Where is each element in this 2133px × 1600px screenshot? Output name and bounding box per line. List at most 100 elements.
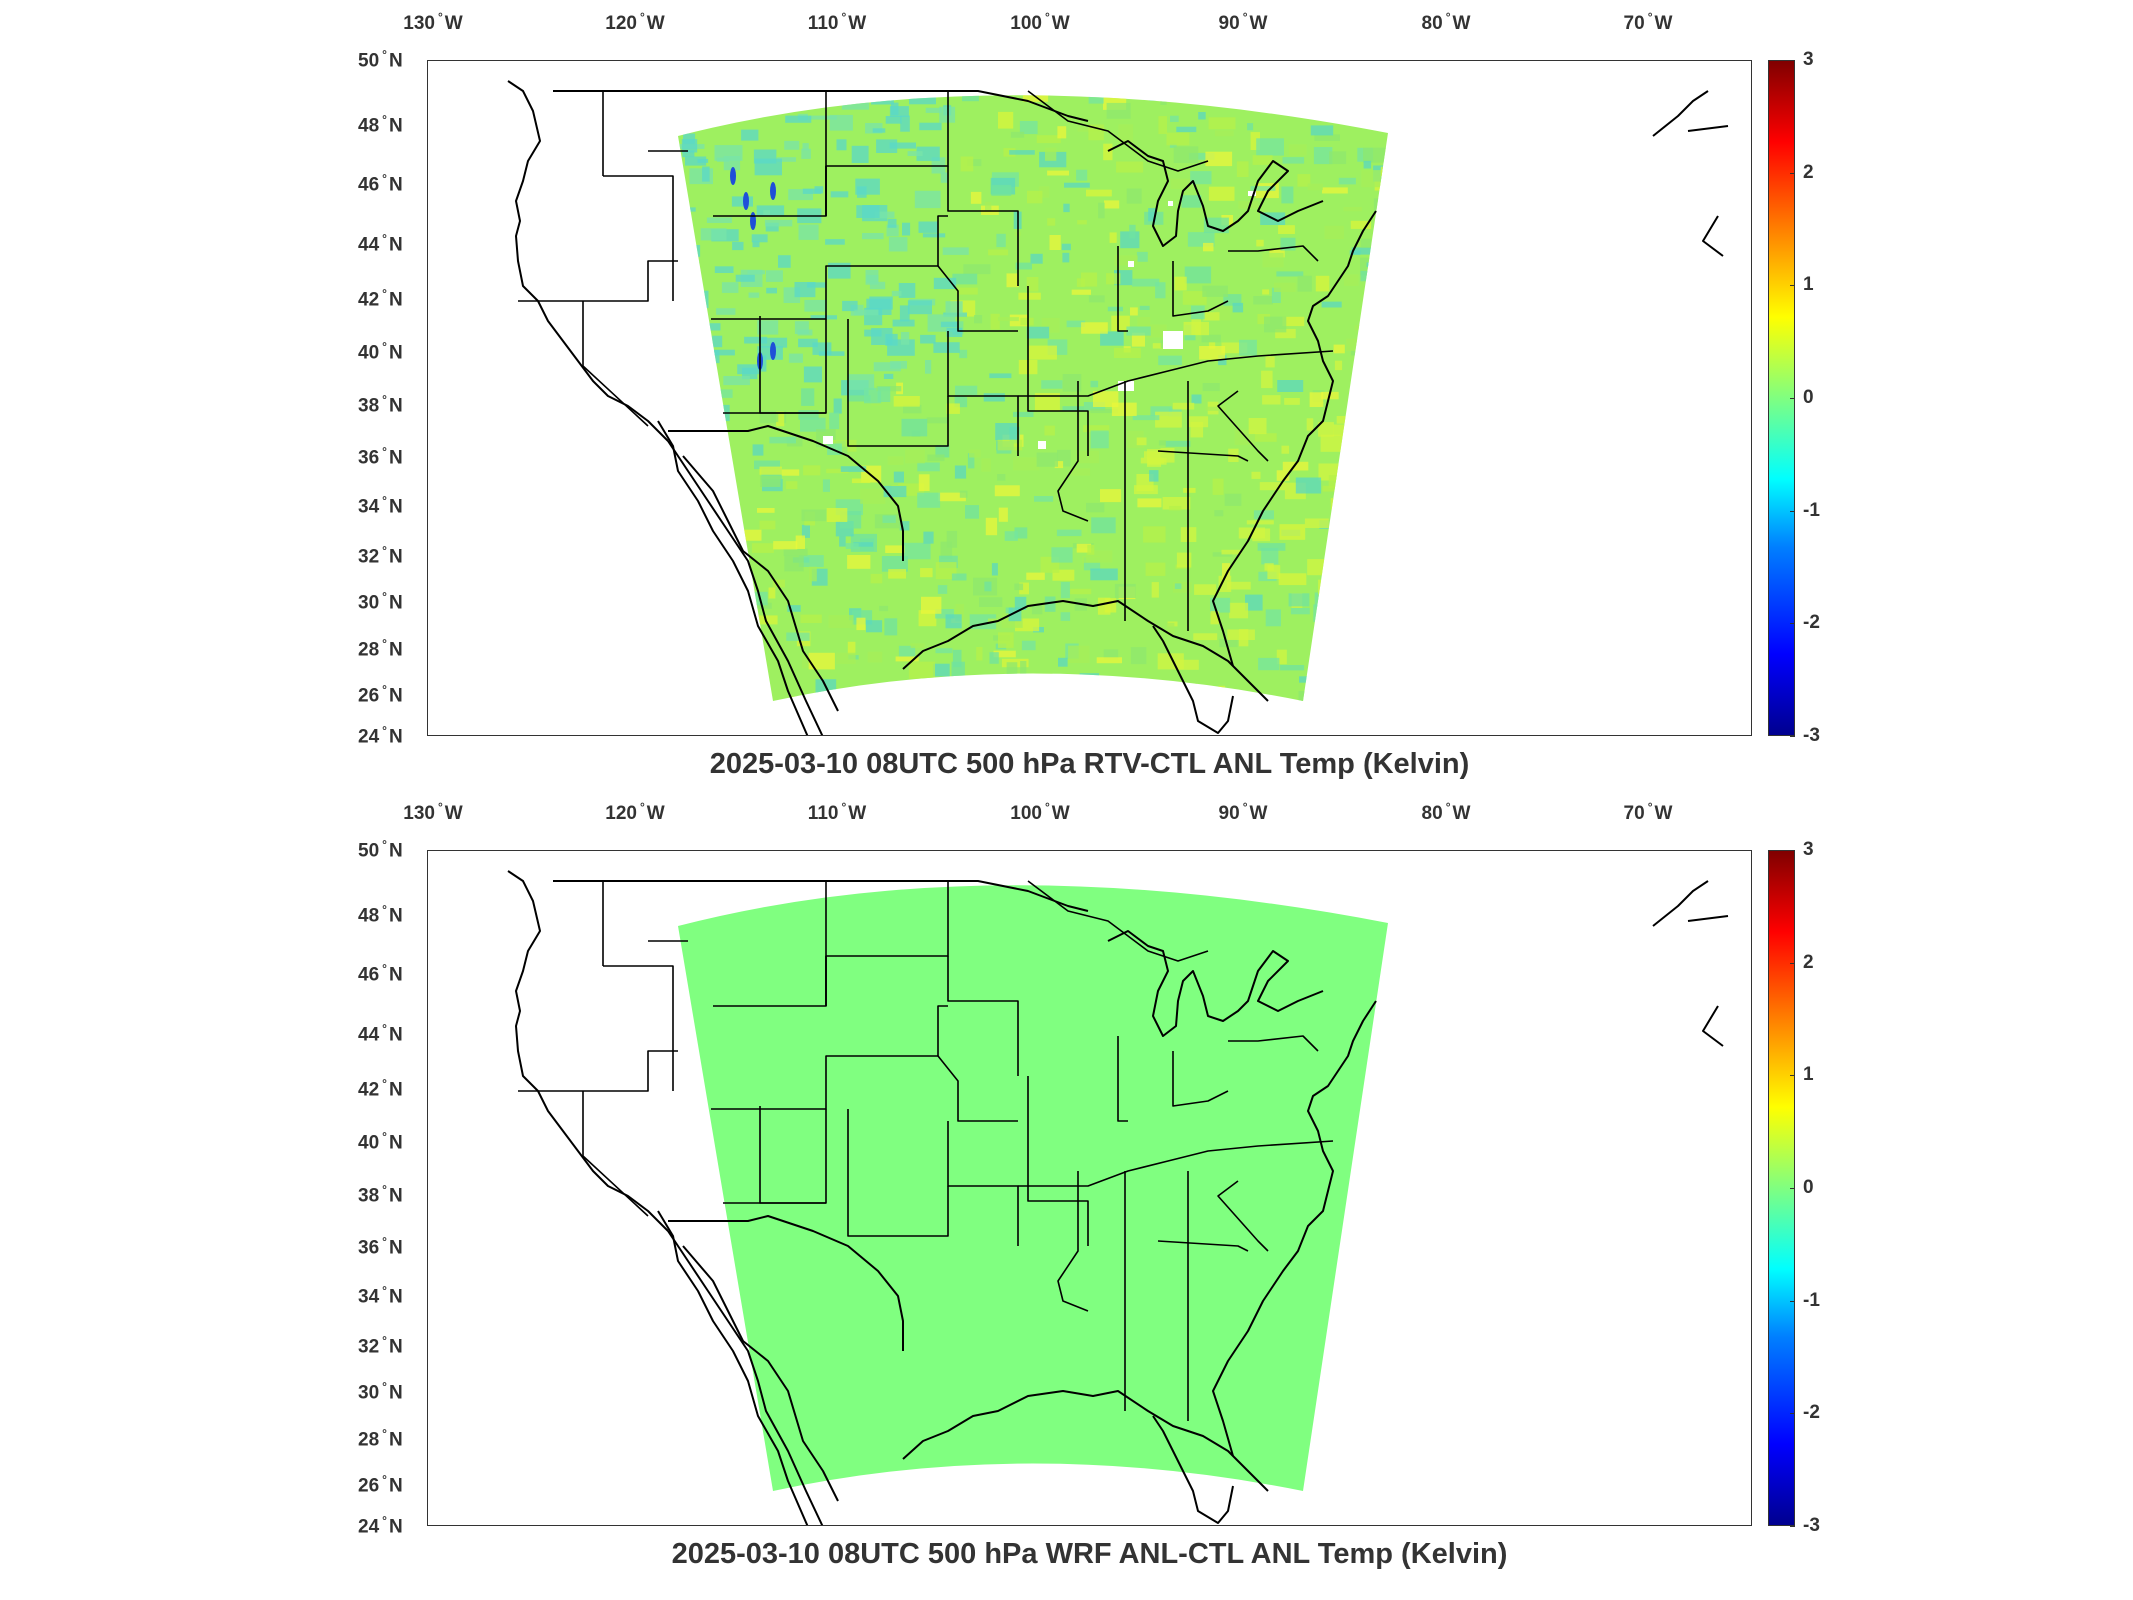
field-patch xyxy=(1031,673,1053,689)
field-patch xyxy=(1205,406,1226,411)
field-patch xyxy=(1360,446,1369,460)
field-patch xyxy=(1356,86,1373,95)
colorbar-tick-mark xyxy=(1790,1188,1795,1189)
field-patch xyxy=(952,649,962,668)
field-patch xyxy=(1336,416,1355,424)
lat-tick-label: 36 ° N xyxy=(358,1234,403,1259)
field-patch xyxy=(1076,169,1088,181)
field-patch xyxy=(1221,549,1242,555)
colorbar-tick-mark xyxy=(1790,1526,1795,1527)
field-patch xyxy=(1354,441,1361,459)
state-border xyxy=(518,1050,678,1092)
field-patch xyxy=(1276,271,1304,277)
field-patch xyxy=(969,449,981,458)
field-patch xyxy=(1014,583,1024,591)
field-patch xyxy=(1144,451,1160,459)
field-patch xyxy=(1282,316,1305,327)
field-patch xyxy=(1385,69,1393,84)
field-patch xyxy=(1051,547,1073,563)
field-patch xyxy=(801,524,810,538)
field-patch xyxy=(1370,513,1388,532)
field-patch xyxy=(1174,583,1182,589)
field-patch xyxy=(1139,305,1150,310)
state-border xyxy=(947,1121,1019,1246)
field-patch xyxy=(996,233,1006,248)
field-patch xyxy=(1090,380,1099,388)
panel-title: 2025-03-10 08UTC 500 hPa RTV-CTL ANL Tem… xyxy=(709,748,1470,780)
map-plot-area xyxy=(427,850,1752,1526)
field-patch xyxy=(1384,72,1409,80)
field-patch xyxy=(1009,150,1035,155)
field-patch xyxy=(1246,520,1274,525)
field-patch xyxy=(887,456,904,465)
field-patch xyxy=(1390,694,1408,707)
field-patch xyxy=(879,605,889,612)
field-patch xyxy=(732,241,744,251)
field-patch xyxy=(759,520,776,530)
field-patch xyxy=(1026,63,1034,73)
field-patch xyxy=(1261,547,1279,565)
field-patch xyxy=(845,543,859,549)
field-patch xyxy=(716,157,730,162)
field-patch xyxy=(1363,160,1372,169)
field-patch xyxy=(854,65,861,70)
field-patch xyxy=(1126,326,1151,336)
missing-data-gap xyxy=(1038,441,1046,449)
cold-anomaly xyxy=(730,167,736,185)
field-patch xyxy=(1223,294,1242,306)
field-patch xyxy=(979,597,1003,607)
field-patch xyxy=(1350,350,1365,356)
coastline xyxy=(1702,1005,1724,1047)
lon-tick-label: 120 ° W xyxy=(605,800,665,824)
field-patch xyxy=(1193,633,1218,641)
field-patch xyxy=(826,508,848,522)
coastline xyxy=(1687,915,1729,922)
field-patch xyxy=(1060,612,1071,621)
field-patch xyxy=(1338,177,1356,185)
field-patch xyxy=(882,515,896,523)
field-patch xyxy=(1006,683,1030,701)
field-patch xyxy=(1188,152,1215,160)
field-patch xyxy=(1026,326,1050,339)
state-border xyxy=(937,1055,1018,1122)
field-patch xyxy=(1361,347,1372,357)
field-patch xyxy=(1063,203,1070,213)
field-patch xyxy=(723,95,734,102)
field-patch xyxy=(998,507,1008,522)
field-patch xyxy=(1087,544,1095,555)
field-patch xyxy=(1327,536,1351,547)
field-patch xyxy=(869,296,893,310)
field-patch xyxy=(1166,622,1175,636)
field-patch xyxy=(1283,63,1298,75)
field-patch xyxy=(709,668,717,676)
field-patch xyxy=(733,703,756,721)
field-patch xyxy=(831,439,857,452)
field-patch xyxy=(1181,195,1202,208)
field-patch xyxy=(683,133,696,144)
field-patch xyxy=(848,374,875,390)
field-patch xyxy=(1049,235,1061,250)
coastline xyxy=(507,80,669,442)
field-patch xyxy=(737,364,761,375)
field-patch xyxy=(1210,611,1219,625)
field-patch xyxy=(1261,370,1273,389)
field-patch xyxy=(1208,342,1216,349)
coastline xyxy=(1652,880,1709,927)
field-patch xyxy=(876,139,898,153)
field-patch xyxy=(804,299,827,312)
field-patch xyxy=(1205,151,1233,167)
field-patch xyxy=(1020,661,1027,678)
field-patch xyxy=(1318,422,1334,437)
field-patch xyxy=(914,190,941,209)
field-patch xyxy=(765,270,783,282)
lat-tick-label: 30 ° N xyxy=(358,1379,403,1404)
field-patch xyxy=(841,97,869,110)
field-patch xyxy=(818,351,845,356)
field-patch xyxy=(835,652,856,664)
field-patch xyxy=(933,663,950,677)
state-border xyxy=(947,331,1019,456)
field-patch xyxy=(1391,267,1399,276)
field-patch xyxy=(812,698,839,702)
field-patch xyxy=(714,693,741,702)
field-patch xyxy=(1047,218,1056,226)
